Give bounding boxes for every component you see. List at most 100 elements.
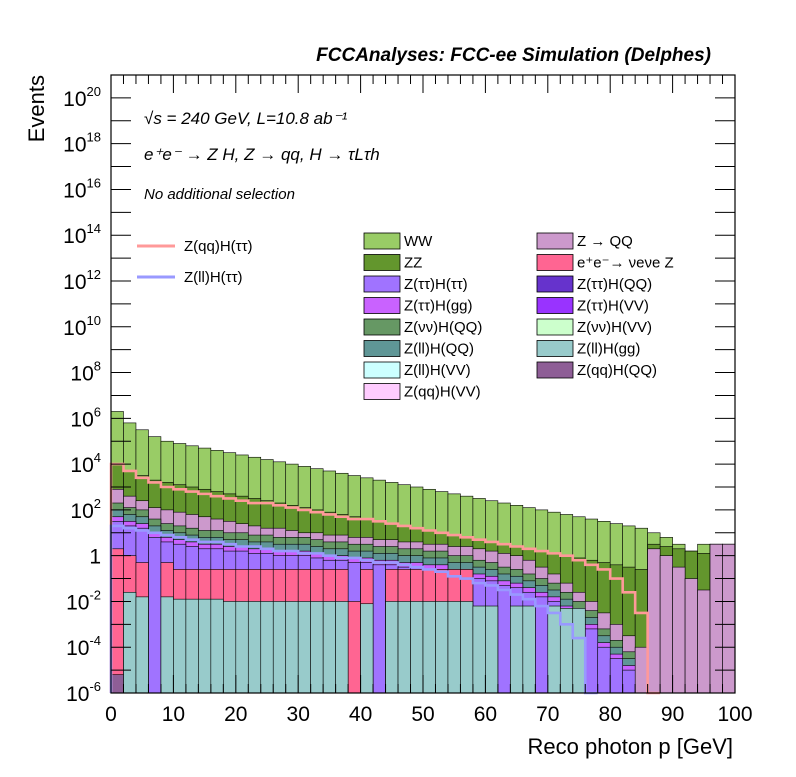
bar [709,543,723,694]
x-tick-label: 10 [162,703,185,726]
bar [472,605,486,694]
bar [485,605,499,694]
legend-label: Z(ττ)H(VV) [577,298,649,315]
bar [160,596,174,694]
bar [110,548,124,694]
legend-swatch [363,275,401,293]
chart-header: FCCAnalyses: FCC-ee Simulation (Delphes) [316,45,711,66]
bar [185,598,199,694]
x-tick-label: 30 [287,703,310,726]
legend-swatch [363,232,401,250]
bar [173,598,187,694]
bar [522,605,536,694]
x-tick-label: 70 [536,703,559,726]
y-tick-label: 108 [70,359,101,386]
bar [435,601,449,694]
x-tick-label: 20 [224,703,247,726]
selection-annotation: No additional selection [144,186,295,203]
bar [497,585,511,694]
bar [535,596,549,694]
legend-swatch [536,340,574,357]
signal-lines [109,462,661,695]
y-tick-label: 106 [70,404,101,431]
bar [198,598,212,694]
legend-label: Z → QQ [577,233,633,250]
legend-line-label: Z(ll)H(ττ) [184,269,243,286]
bar [659,555,673,694]
x-tick-label: 90 [661,703,684,726]
bar [447,601,461,694]
legend-swatch [363,383,401,400]
legend-label: Z(νν)H(QQ) [404,319,482,336]
x-tick-label: 40 [349,703,372,726]
legend-swatch [363,318,401,336]
legend-label: Z(νν)H(VV) [577,319,652,336]
legend-label: e⁺e⁻→ νeνe Z [577,255,674,272]
bar [609,658,623,694]
series-Z(qq)H(QQ) [110,674,124,694]
energy-annotation: √s = 240 GeV, L=10.8 ab⁻¹ [144,109,348,128]
legend-label: Z(ll)H(VV) [404,362,471,379]
bar [572,608,586,694]
y-tick-label: 104 [70,450,101,477]
legend-label: Z(qq)H(VV) [404,384,481,401]
bar [360,603,374,694]
bar [672,566,686,694]
bar [285,601,299,694]
bar [297,601,311,694]
x-tick-label: 100 [717,703,752,726]
legend-swatch [536,275,574,293]
legend-swatch [536,232,574,250]
legend-label: Z(qq)H(QQ) [577,362,657,379]
line-Z(qq)H(ττ) [109,462,661,695]
line-Z(ll)H(ττ) [109,524,598,695]
bar [322,601,336,694]
bar [347,601,361,694]
bar [584,628,599,694]
y-tick-label: 1018 [63,130,101,157]
y-tick-label: 1 [89,546,101,569]
legend-swatch [363,340,401,357]
legend-label: Z(ll)H(gg) [577,341,640,358]
bar [135,596,149,694]
bar [310,601,324,694]
y-tick-label: 1010 [63,313,101,340]
legend: Z(qq)H(ττ) Z(ll)H(ττ) WW ZZ Z(ττ)H(ττ) Z(ττ)H… [137,232,674,401]
bar [335,601,349,694]
legend-label: Z(ll)H(QQ) [404,341,474,358]
bar [235,601,249,694]
bar [210,598,224,694]
y-tick-label: 1016 [63,175,101,202]
bar [397,601,411,694]
bar [385,601,399,694]
legend-swatch [536,297,574,314]
legend-swatch [536,254,574,271]
x-tick-label: 50 [411,703,434,726]
bar [260,601,274,694]
y-tick-label: 10-2 [66,587,101,614]
y-tick-label: 10-6 [66,679,101,706]
series-Z(ll)H(gg) [123,591,586,694]
bar [372,564,386,694]
legend-swatch [363,254,401,271]
x-tick-label: 0 [105,703,117,726]
legend-label: ZZ [404,255,422,272]
bar [460,601,474,694]
bar [410,601,424,694]
y-tick-label: 1012 [63,267,101,294]
y-tick-label: 1014 [63,221,101,248]
bar [697,589,711,694]
bar [272,601,287,694]
axis-ticks: 0 10 20 30 40 50 60 70 80 90 10010-610-410-2110210… [63,74,753,726]
bar [597,646,611,694]
process-annotation: e⁺e⁻ → Z H, Z → qq, H → τLτh [144,145,380,164]
y-axis-title: Events [24,75,49,142]
bar [148,537,162,694]
legend-swatch [363,297,401,314]
bar [684,578,698,694]
legend-swatch [536,318,574,336]
legend-label: Z(ττ)H(QQ) [577,276,652,293]
bar [123,591,137,694]
